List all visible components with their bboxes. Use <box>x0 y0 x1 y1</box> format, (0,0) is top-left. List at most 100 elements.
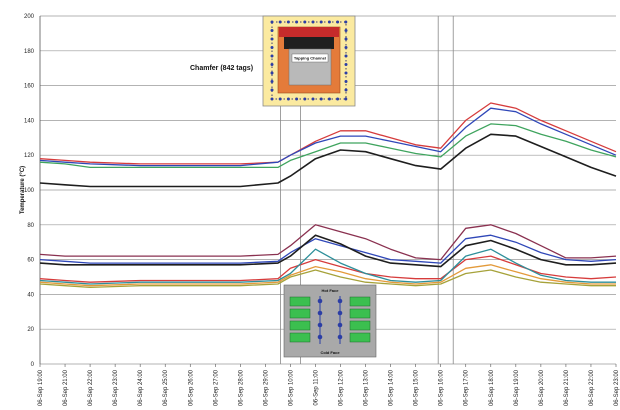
x-tick-label: 06-Sep 21:00 <box>63 369 69 406</box>
inset-cell-block <box>349 320 371 331</box>
inset-cell-block <box>289 320 311 331</box>
chamfer-sensor-dot <box>344 71 348 75</box>
series-line-6 <box>39 234 617 264</box>
x-tick-label: 06-Sep 26:00 <box>188 369 194 406</box>
hot-cold-face-inset-diagram: Hot Face Cold Face <box>283 284 377 358</box>
y-axis-title: Temperature (°C) <box>20 166 26 214</box>
y-tick-label: 160 <box>24 84 35 90</box>
x-tick-label: 06-Sep 10:00 <box>288 369 294 406</box>
y-tick-label: 80 <box>27 223 34 229</box>
chamfer-sensor-dot <box>344 54 348 58</box>
hot-face-label: Hot Face <box>322 288 340 293</box>
inset-cell-block <box>289 308 311 319</box>
chamfer-sensor-dot <box>344 97 348 101</box>
series-line-1 <box>39 102 617 165</box>
x-tick-label: 06-Sep 19:00 <box>514 369 520 406</box>
x-tick-label: 06-Sep 23:00 <box>113 369 119 406</box>
x-tick-label: 06-Sep 13:00 <box>364 369 370 406</box>
chamfer-sensor-dot <box>295 97 299 101</box>
x-tick-label: 06-Sep 21:00 <box>564 369 570 406</box>
y-tick-label: 180 <box>24 49 35 55</box>
y-tick-label: 200 <box>24 14 35 20</box>
series-line-2 <box>39 107 617 167</box>
inset-cell-block <box>289 332 311 343</box>
chamfer-sensor-dot <box>344 88 348 92</box>
x-tick-label: 06-Sep 16:00 <box>439 369 445 406</box>
x-tick-label: 06-Sep 11:00 <box>313 369 319 405</box>
chamfer-sensor-dot <box>270 37 274 41</box>
chamfer-sensor-dot <box>286 20 290 24</box>
chamfer-sensor-dot <box>270 97 274 101</box>
chamfer-sensor-dot <box>278 20 282 24</box>
x-tick-label: 06-Sep 17:00 <box>464 369 470 406</box>
y-tick-label: 20 <box>27 327 34 333</box>
series-line-10 <box>39 264 616 287</box>
chamfer-sensor-dot <box>327 20 331 24</box>
chamfer-sensor-dot <box>344 29 348 32</box>
y-tick-label: 40 <box>27 292 34 298</box>
series-line-9 <box>39 248 616 285</box>
inset-cell-block <box>349 296 371 307</box>
inset-cell-block <box>289 296 311 307</box>
chamfer-sensor-dot <box>270 29 274 32</box>
series-lines <box>39 102 617 289</box>
series-line-7 <box>39 234 617 268</box>
chamfer-sensor-dot <box>344 80 348 83</box>
x-tick-label: 06-Sep 27:00 <box>213 369 219 406</box>
chamfer-sensor-dot <box>295 20 299 24</box>
y-tick-label: 0 <box>31 362 35 368</box>
chamfer-sensor-dot <box>344 37 348 41</box>
x-tick-label: 06-Sep 20:00 <box>539 369 545 406</box>
y-tick-label: 120 <box>24 153 35 159</box>
series-line-5 <box>39 224 617 261</box>
x-tick-label: 06-Sep 15:00 <box>414 369 420 406</box>
series-line-11 <box>39 269 616 289</box>
chamfer-sensor-dot <box>270 88 274 92</box>
x-tick-label: 06-Sep 22:00 <box>88 369 94 406</box>
chamfer-sensor-dot <box>319 97 323 101</box>
x-tick-labels: 06-Sep 19:00 06-Sep 21:00 06-Sep 22:00 06-S… <box>38 364 620 406</box>
cold-face-label: Cold Face <box>320 350 340 355</box>
x-tick-label: 06-Sep 29:00 <box>263 369 269 406</box>
inset-cell-block <box>349 332 371 343</box>
series-line-3 <box>39 123 617 169</box>
chamfer-sensor-dot <box>319 20 323 24</box>
x-tick-label: 06-Sep 19:00 <box>38 369 44 406</box>
chamfer-sensor-dot <box>270 71 274 75</box>
series-line-4 <box>39 133 617 188</box>
y-tick-label: 60 <box>27 258 34 264</box>
tapping-channel-label: Tapping Channel <box>294 56 326 61</box>
chamfer-annotation: Chamfer (842 tags) <box>190 65 253 72</box>
chamfer-sensor-dot <box>303 97 307 101</box>
chamfer-sensor-dot <box>270 80 274 83</box>
chamfer-sensor-dot <box>344 46 348 49</box>
x-tick-label: 06-Sep 24:00 <box>138 369 144 406</box>
chamfer-sensor-dot <box>270 20 274 24</box>
inset-cell-block <box>349 308 371 319</box>
x-tick-label: 06-Sep 18:00 <box>489 369 495 406</box>
x-tick-label: 06-Sep 14:00 <box>389 369 395 406</box>
chamfer-sensor-dot <box>336 97 340 101</box>
chamfer-sensor-dot <box>270 54 274 58</box>
chamfer-inset-diagram: Tapping Channel <box>262 15 356 107</box>
chamfer-sensor-dot <box>286 97 290 101</box>
chamfer-sensor-dot <box>344 63 348 66</box>
chamfer-sensor-dot <box>270 46 274 49</box>
x-tick-label: 06-Sep 12:00 <box>339 369 345 406</box>
chamfer-sensor-dot <box>303 20 307 24</box>
chamfer-sensor-dot <box>327 97 331 101</box>
chamfer-sensor-dot <box>278 97 282 101</box>
x-tick-label: 06-Sep 23:00 <box>614 369 620 406</box>
x-tick-label: 06-Sep 25:00 <box>163 369 169 406</box>
y-tick-labels: 0 20 40 60 80 100 120 140 160 180 200 <box>24 14 35 368</box>
y-tick-label: 140 <box>24 118 35 124</box>
chamfer-sensor-dot <box>270 63 274 66</box>
chamfer-sensor-dot <box>336 20 340 24</box>
chamfer-sensor-dot <box>311 20 315 24</box>
x-tick-label: 06-Sep 22:00 <box>589 369 595 406</box>
y-tick-label: 100 <box>24 188 35 194</box>
chamfer-sensor-dot <box>344 20 348 24</box>
x-tick-label: 06-Sep 28:00 <box>238 369 244 406</box>
chamfer-sensor-dot <box>311 97 315 101</box>
